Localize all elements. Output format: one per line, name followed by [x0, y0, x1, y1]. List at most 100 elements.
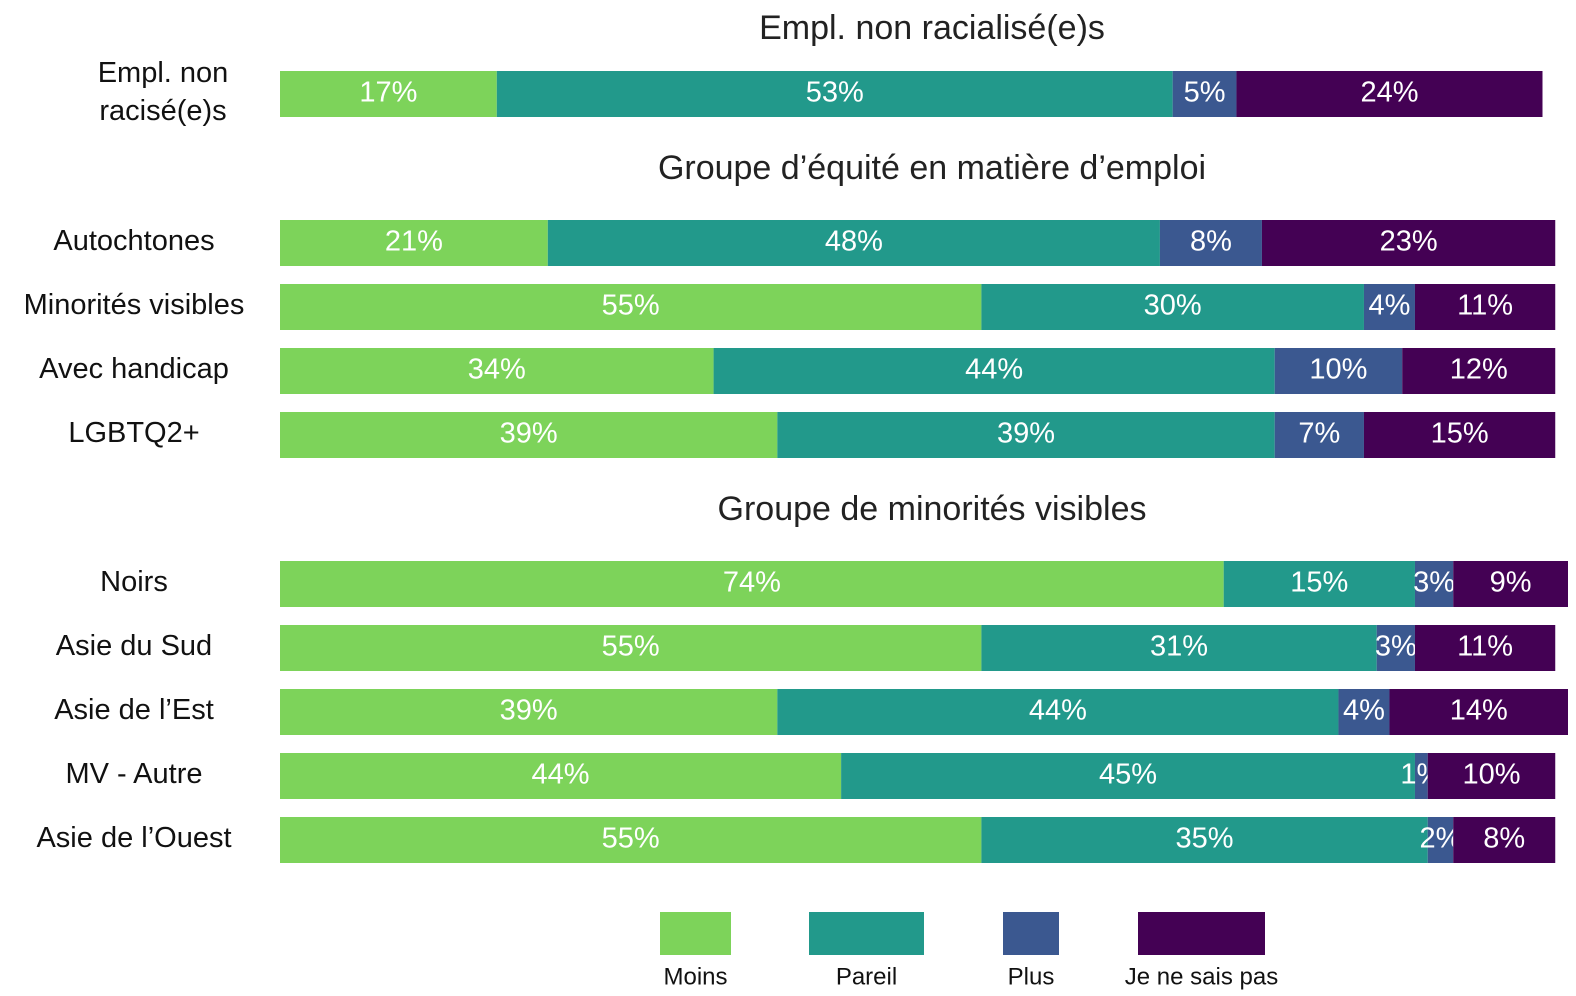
legend-swatch: [660, 912, 731, 955]
bar-segment: [777, 689, 1339, 735]
legend-label: Je ne sais pas: [1125, 963, 1278, 990]
bar-segment: [981, 625, 1377, 671]
value-label: 34%: [468, 354, 526, 386]
bar-segment: [1453, 561, 1568, 607]
bar-segment: [1236, 71, 1543, 117]
value-label: 15%: [1431, 418, 1489, 450]
bar-segment: [280, 412, 778, 458]
bar-segment: [1363, 284, 1415, 330]
category-label: Avec handicap: [39, 353, 229, 385]
value-label: 3%: [1413, 567, 1455, 599]
legend-label: Plus: [1008, 963, 1055, 990]
bar-segment: [1453, 817, 1556, 863]
value-label: 55%: [602, 823, 660, 855]
section-title: Empl. non racialisé(e)s: [759, 9, 1105, 47]
value-label: 48%: [825, 226, 883, 258]
bar-segment: [1274, 412, 1364, 458]
legend-swatch: [1003, 912, 1059, 955]
value-label: 10%: [1462, 759, 1520, 791]
value-label: 55%: [602, 631, 660, 663]
bar-segment: [1376, 625, 1415, 671]
value-label: 53%: [806, 77, 864, 109]
bar-segment: [1363, 412, 1556, 458]
bar-segment: [1414, 561, 1454, 607]
category-label: LGBTQ2+: [68, 417, 200, 449]
bar-segment: [1223, 561, 1415, 607]
category-label: Autochtones: [53, 225, 215, 257]
value-label: 5%: [1184, 77, 1226, 109]
category-label: Minorités visibles: [23, 289, 245, 321]
bar-segment: [1427, 817, 1454, 863]
bar-segment: [280, 348, 714, 394]
value-label: 11%: [1457, 290, 1513, 322]
bar-segment: [841, 753, 1415, 799]
bar-segment: [280, 284, 982, 330]
bar-segment: [496, 71, 1173, 117]
bar-segment: [1338, 689, 1390, 735]
value-label: 30%: [1144, 290, 1202, 322]
bar-segment: [1159, 220, 1262, 266]
value-label: 8%: [1483, 823, 1525, 855]
bar-segment: [1427, 753, 1556, 799]
value-label: 14%: [1450, 695, 1508, 727]
value-label: 10%: [1309, 354, 1367, 386]
value-label: 24%: [1360, 77, 1418, 109]
category-label: Noirs: [100, 566, 168, 598]
value-label: 11%: [1457, 631, 1513, 663]
bar-segment: [1274, 348, 1403, 394]
value-label: 17%: [359, 77, 417, 109]
category-label: Asie du Sud: [55, 630, 213, 662]
value-label: 3%: [1375, 631, 1417, 663]
value-label: 7%: [1298, 418, 1340, 450]
bar-segment: [1414, 625, 1556, 671]
bar-segment: [713, 348, 1275, 394]
bar-segment: [1172, 71, 1237, 117]
category-label: MV - Autre: [65, 758, 203, 790]
value-label: 12%: [1450, 354, 1508, 386]
value-label: 9%: [1490, 567, 1532, 599]
value-label: 39%: [997, 418, 1055, 450]
category-label: Asie de l’Est: [54, 694, 214, 726]
value-label: 45%: [1099, 759, 1157, 791]
category-label: Asie de l’Ouest: [36, 822, 232, 854]
category-label: Empl. non racisé(e)s: [97, 57, 229, 127]
section-title: Groupe d’équité en matière d’emploi: [658, 149, 1206, 187]
value-label: 35%: [1176, 823, 1234, 855]
value-label: 31%: [1150, 631, 1208, 663]
value-label: 4%: [1343, 695, 1385, 727]
legend-swatch: [1138, 912, 1265, 955]
bar-segment: [280, 71, 497, 117]
value-label: 55%: [602, 290, 660, 322]
value-label: 74%: [723, 567, 781, 599]
bar-segment: [280, 625, 982, 671]
value-label: 44%: [965, 354, 1023, 386]
bar-segment: [280, 753, 842, 799]
bar-segment: [1414, 284, 1556, 330]
bar-segment: [1414, 753, 1428, 799]
legend-label: Pareil: [836, 963, 897, 990]
value-label: 4%: [1369, 290, 1411, 322]
bar-segment: [547, 220, 1160, 266]
bar-segment: [777, 412, 1275, 458]
legend-label: Moins: [663, 963, 727, 990]
value-label: 8%: [1190, 226, 1232, 258]
bar-segment: [280, 689, 778, 735]
value-label: 44%: [532, 759, 590, 791]
bar-segment: [1261, 220, 1556, 266]
bar-segment: [1402, 348, 1556, 394]
value-label: 23%: [1380, 226, 1438, 258]
value-label: 15%: [1290, 567, 1348, 599]
bar-segment: [280, 220, 548, 266]
value-label: 21%: [385, 226, 443, 258]
bar-segment: [1389, 689, 1568, 735]
legend-swatch: [809, 912, 924, 955]
bar-segment: [280, 817, 982, 863]
bar-segment: [981, 817, 1428, 863]
value-label: 39%: [500, 695, 558, 727]
value-label: 39%: [500, 418, 558, 450]
section-title: Groupe de minorités visibles: [718, 490, 1147, 528]
value-label: 44%: [1029, 695, 1087, 727]
bar-segment: [280, 561, 1224, 607]
